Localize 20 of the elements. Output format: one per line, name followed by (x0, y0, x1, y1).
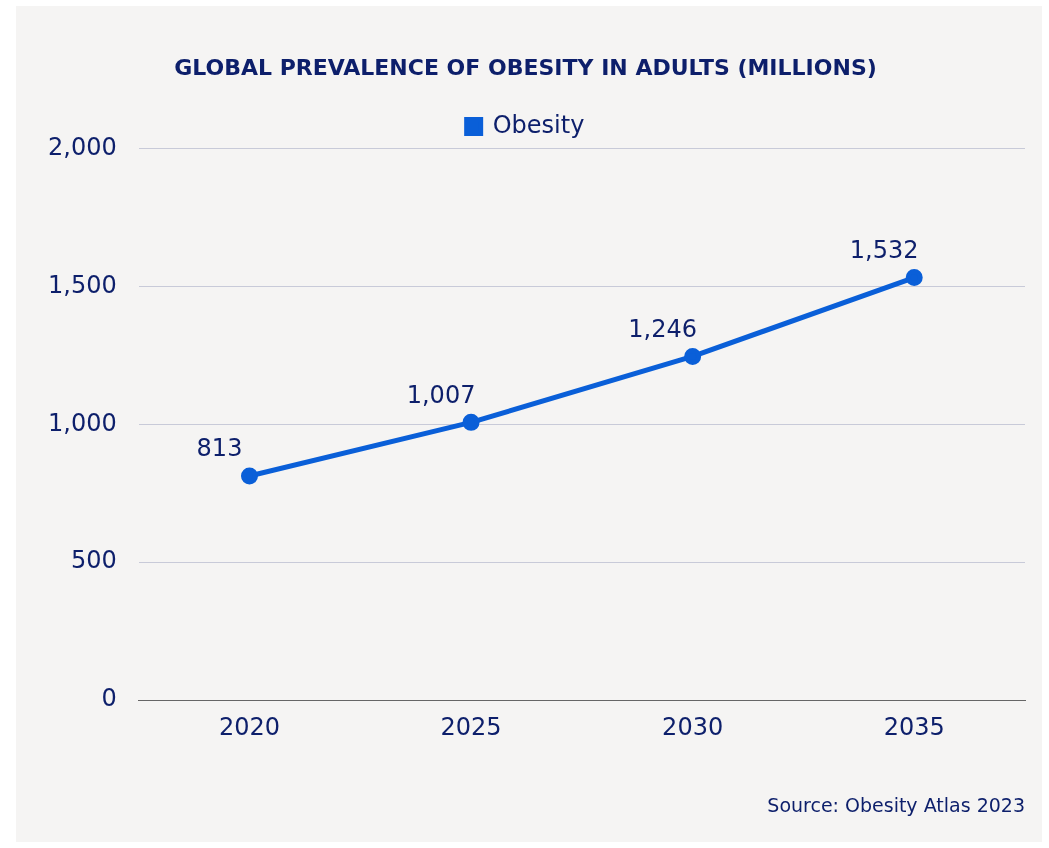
point (684, 347, 702, 365)
chart-title: GLOBAL PREVALENCE OF OBESITY IN ADULTS (MILLIONS) (174, 54, 877, 80)
x-tick-label: 2025 (440, 712, 502, 741)
point (905, 269, 923, 287)
legend-label: Obesity (492, 110, 585, 139)
data-label: 1,246 (628, 314, 697, 343)
point (240, 467, 258, 485)
data-label: 813 (196, 434, 243, 463)
source-note: Source: Obesity Atlas 2023 (767, 794, 1025, 816)
y-tick-label: 0 (101, 684, 117, 713)
data-label: 1,532 (849, 235, 919, 264)
point (462, 413, 480, 431)
x-tick-label: 2020 (218, 712, 281, 741)
y-tick-label: 1,000 (47, 408, 117, 437)
x-tick-label: 2030 (662, 712, 724, 741)
y-tick-label: 1,500 (47, 270, 117, 299)
y-tick-label: 500 (70, 546, 117, 575)
data-label: 1,007 (406, 380, 476, 409)
y-tick-label: 2,000 (47, 132, 117, 161)
x-tick-label: 2035 (883, 712, 945, 741)
